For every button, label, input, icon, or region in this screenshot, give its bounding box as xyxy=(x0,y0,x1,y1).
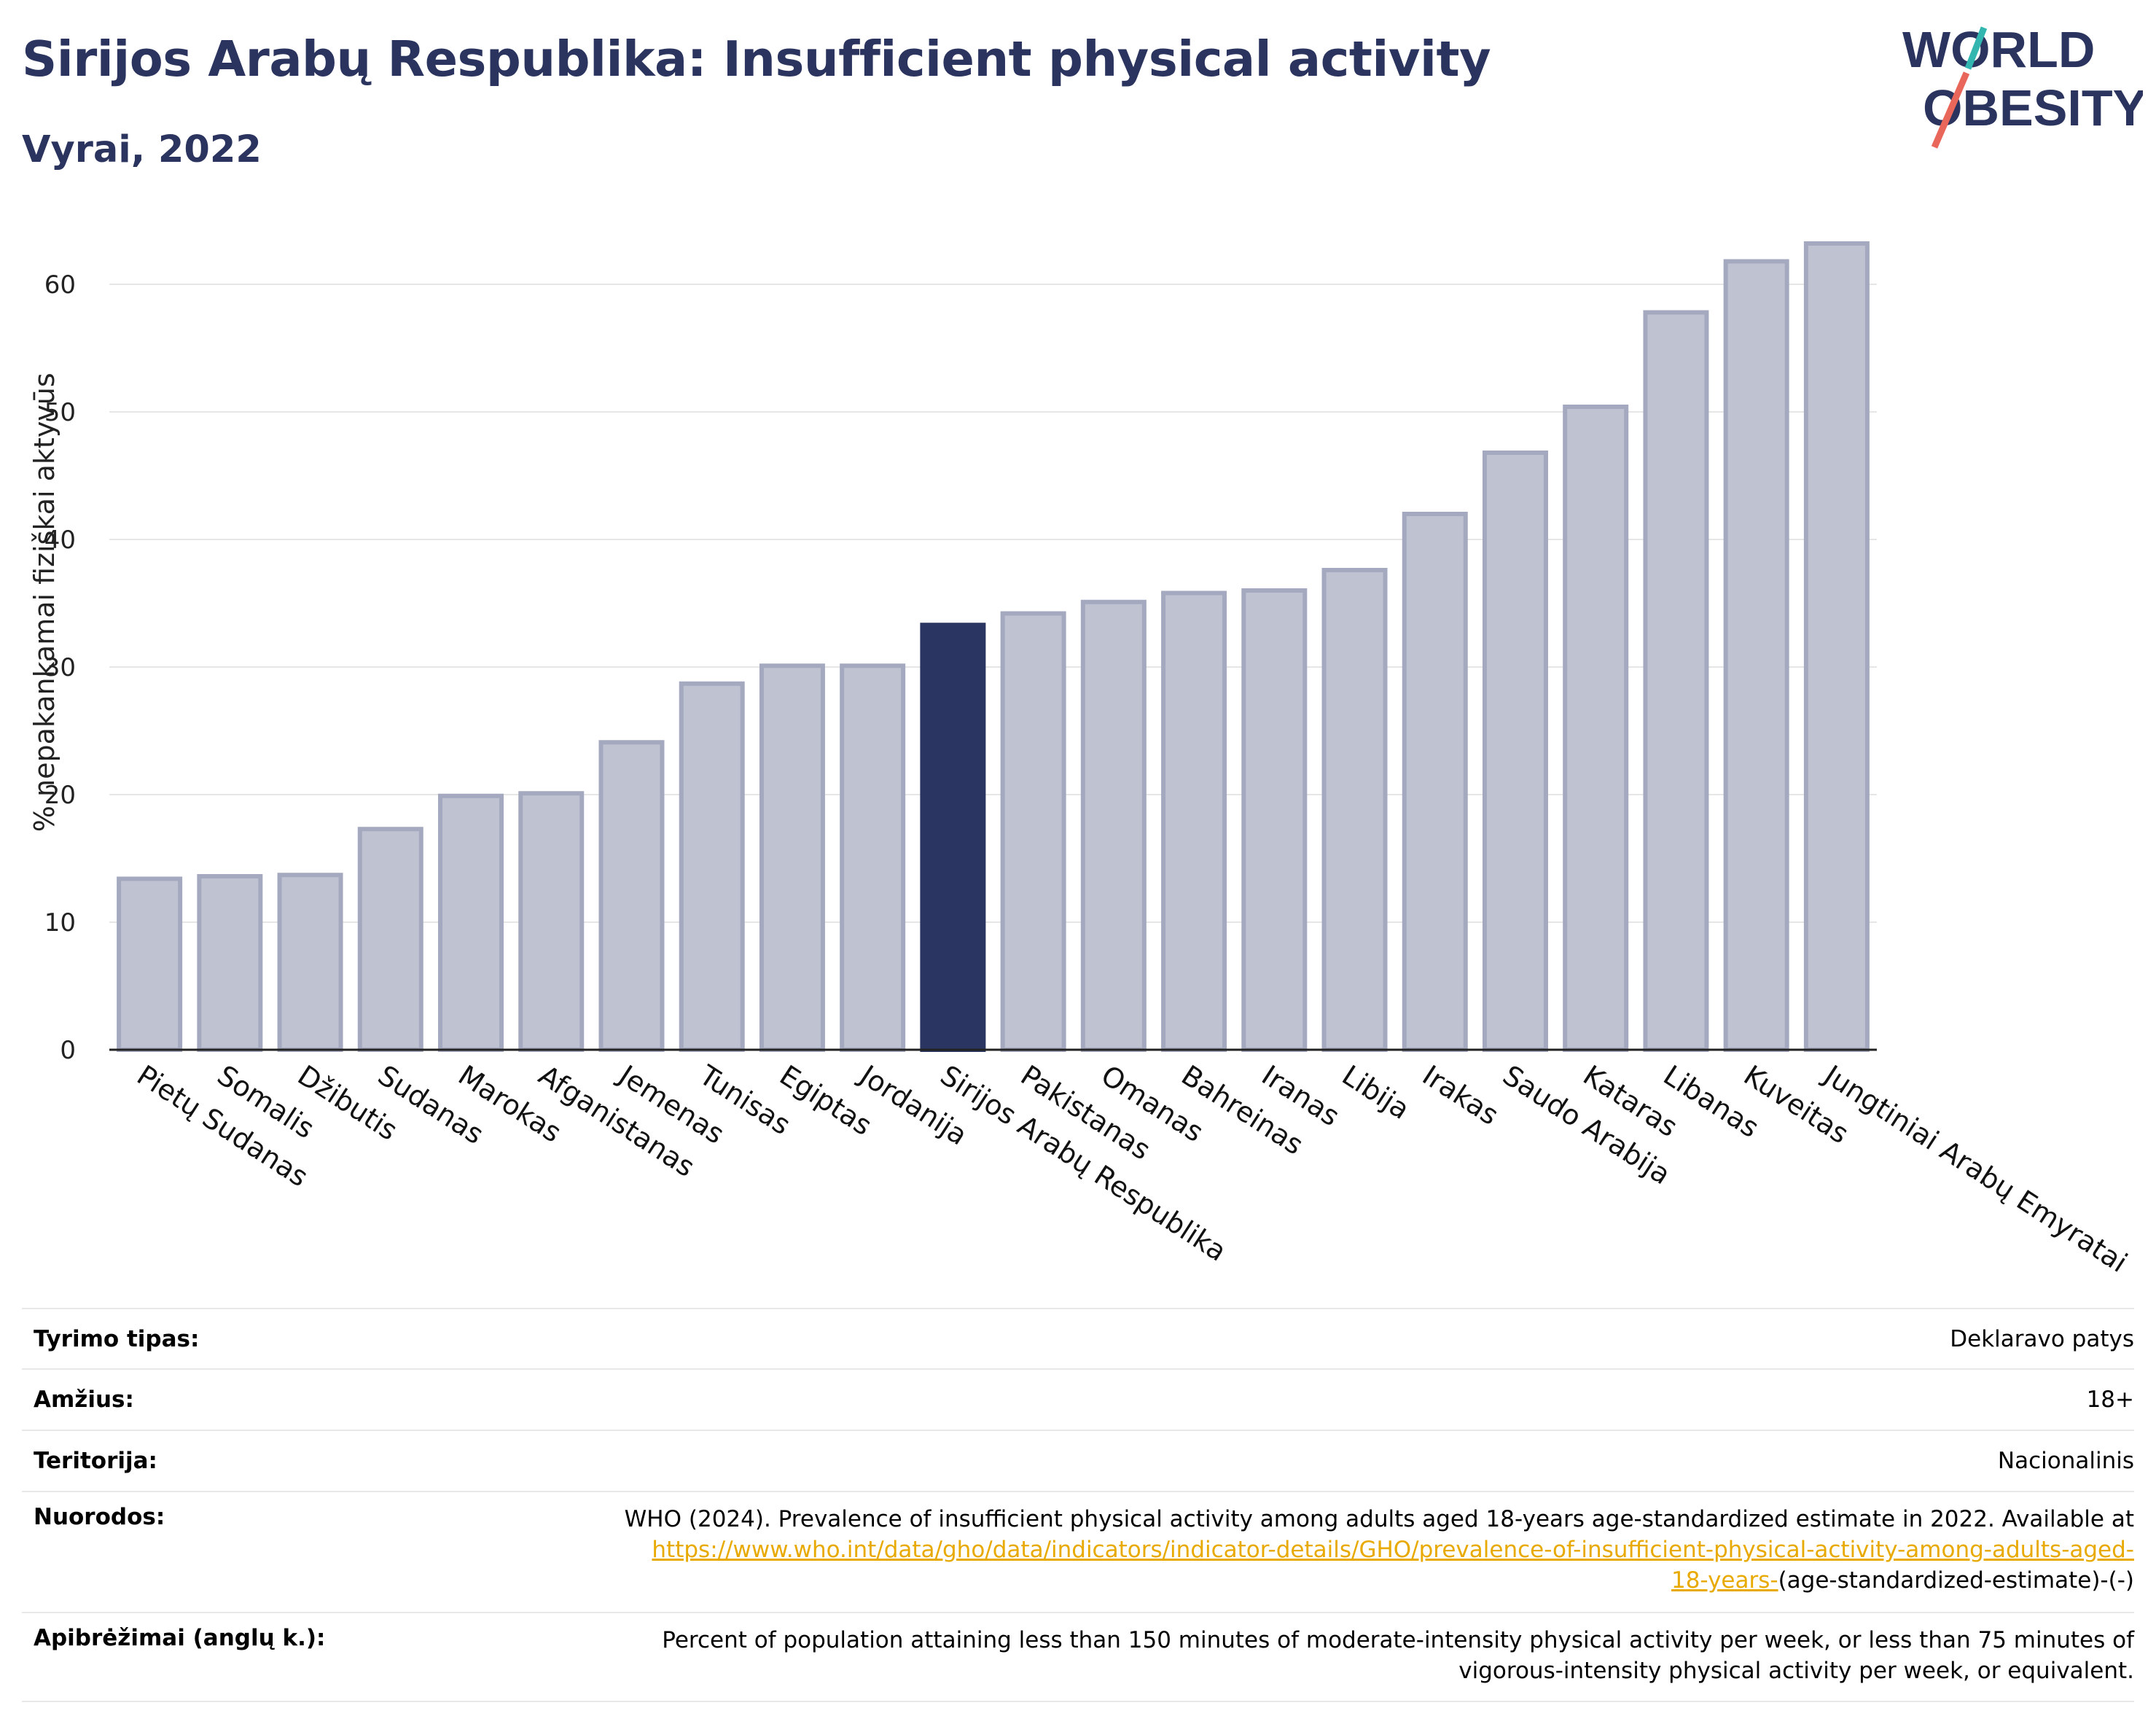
reference-citation: WHO (2024). Prevalence of insufficient p… xyxy=(624,1506,2134,1532)
reference-text: WHO (2024). Prevalence of insufficient p… xyxy=(625,1504,2134,1596)
logo-slash-teal xyxy=(1964,26,1988,70)
y-tick-label: 30 xyxy=(44,653,76,682)
info-label: Nuorodos: xyxy=(34,1504,165,1530)
y-tick-label: 0 xyxy=(60,1036,76,1065)
info-row-survey-type: Tyrimo tipas: Deklaravo patys xyxy=(22,1308,2134,1368)
bar xyxy=(518,791,585,1052)
reference-suffix: (age-standardized-estimate)-(-) xyxy=(1778,1567,2134,1594)
info-row-definitions: Apibrėžimai (anglų k.): Percent of popul… xyxy=(22,1612,2134,1702)
info-value: 18+ xyxy=(2086,1387,2134,1413)
world-obesity-logo: WORLD OBESITY xyxy=(1902,22,2143,149)
bar xyxy=(1723,259,1789,1052)
bar xyxy=(1643,310,1709,1052)
bar xyxy=(759,663,825,1052)
page-title: Sirijos Arabų Respublika: Insufficient p… xyxy=(22,31,1491,87)
definition-line: vigorous-intensity physical activity per… xyxy=(1458,1658,2134,1684)
bar xyxy=(679,681,745,1052)
bar-chart: 0 10 20 30 40 50 60 % nepakankamai fiziškai akt… xyxy=(28,241,2133,1279)
reference-link-continued[interactable]: 18-years- xyxy=(1671,1567,1778,1594)
info-label: Amžius: xyxy=(34,1387,134,1413)
bar xyxy=(1482,451,1548,1052)
y-tick-label: 40 xyxy=(44,526,76,555)
bar xyxy=(1803,241,1870,1052)
bar xyxy=(920,623,986,1052)
x-tick-label: Irakas xyxy=(1417,1059,1504,1131)
x-tick-label: Jungtiniai Arabų Emyratai xyxy=(1817,1058,2133,1279)
info-value: Deklaravo patys xyxy=(1950,1325,2134,1352)
info-label: Tyrimo tipas: xyxy=(34,1325,200,1352)
bar xyxy=(277,873,343,1052)
bar xyxy=(1402,512,1468,1052)
bar xyxy=(1241,588,1308,1052)
info-table: Tyrimo tipas: Deklaravo patys Amžius: 18… xyxy=(22,1308,2134,1702)
reference-link[interactable]: https://www.who.int/data/gho/data/indica… xyxy=(652,1537,2134,1563)
bar xyxy=(840,663,906,1052)
bar xyxy=(1080,599,1147,1052)
bar xyxy=(1000,611,1066,1052)
logo-line1: WORLD xyxy=(1902,22,2095,78)
y-tick-label: 50 xyxy=(44,398,76,427)
y-tick-label: 60 xyxy=(44,270,76,300)
y-tick-label: 10 xyxy=(44,908,76,937)
bar xyxy=(1161,590,1227,1052)
definition-line: Percent of population attaining less tha… xyxy=(662,1627,2134,1653)
y-axis-label: % nepakankamai fiziškai aktyvūs xyxy=(28,373,60,832)
bar xyxy=(438,793,504,1052)
info-row-territory: Teritorija: Nacionalinis xyxy=(22,1430,2134,1491)
info-label: Apibrėžimai (anglų k.): xyxy=(34,1625,326,1651)
bar xyxy=(598,740,665,1052)
info-row-references: Nuorodos: WHO (2024). Prevalence of insu… xyxy=(22,1491,2134,1612)
bar xyxy=(197,874,263,1052)
logo-slash-coral xyxy=(1931,71,1970,149)
x-tick-label: Egiptas xyxy=(774,1059,878,1142)
bar xyxy=(1563,405,1629,1052)
x-tick-label: Libija xyxy=(1337,1059,1415,1126)
bar xyxy=(117,876,183,1052)
y-tick-label: 20 xyxy=(44,781,76,810)
info-label: Teritorija: xyxy=(34,1448,157,1474)
info-value: Nacionalinis xyxy=(1997,1448,2134,1474)
info-row-age: Amžius: 18+ xyxy=(22,1368,2134,1430)
definition-text: Percent of population attaining less tha… xyxy=(662,1625,2134,1686)
page-subtitle: Vyrai, 2022 xyxy=(22,128,262,171)
bar xyxy=(1321,568,1388,1052)
bar xyxy=(357,827,423,1052)
